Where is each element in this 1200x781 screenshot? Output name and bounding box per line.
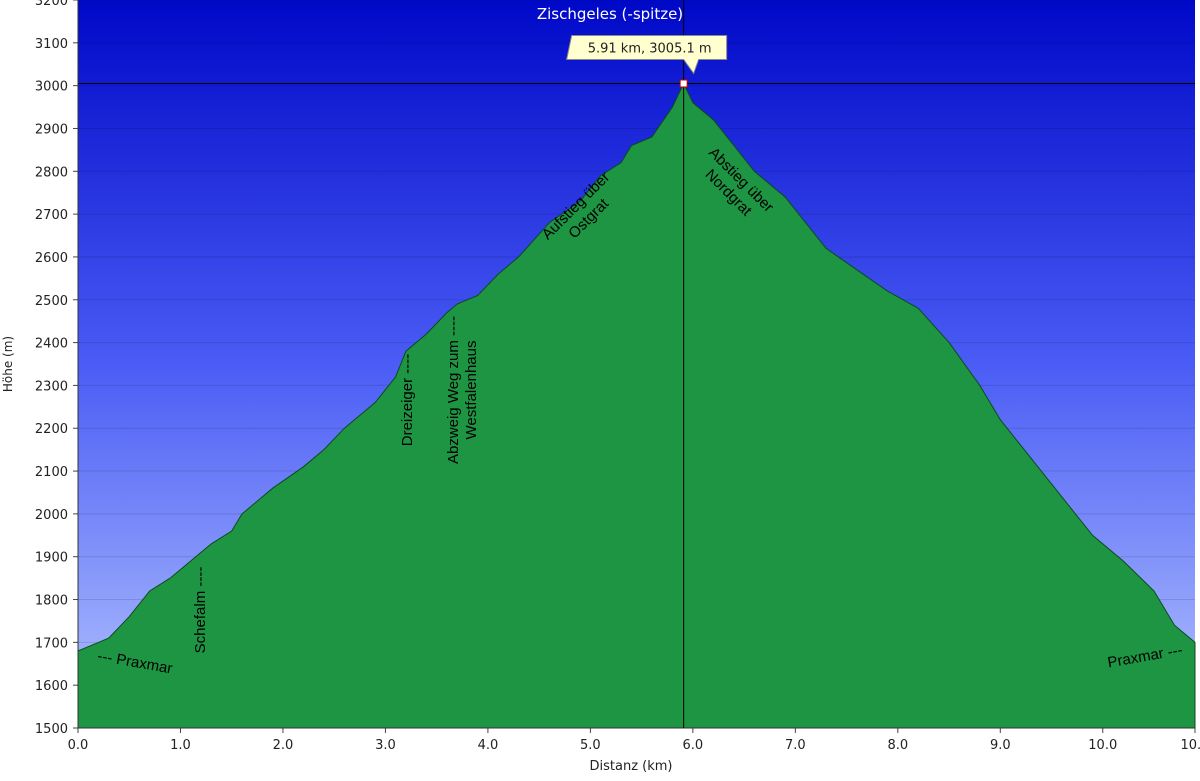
y-tick-label: 1600 — [35, 679, 68, 694]
y-tick-label: 2200 — [35, 422, 68, 437]
x-tick-label: 7.0 — [785, 738, 806, 753]
chart-title: Zischgeles (-spitze) — [537, 5, 683, 23]
x-tick-label: 10.0 — [1088, 738, 1117, 753]
x-tick-label: 4.0 — [478, 738, 499, 753]
y-tick-label: 2000 — [35, 508, 68, 523]
y-tick-label: 2900 — [35, 122, 68, 137]
x-tick-label: 0.0 — [68, 738, 89, 753]
annotation-text: Dreizeiger ---- — [399, 354, 416, 447]
y-tick-label: 3200 — [35, 0, 68, 9]
y-tick-label: 1700 — [35, 636, 68, 651]
x-tick-label: 10.9 — [1181, 738, 1200, 753]
x-tick-label: 5.0 — [580, 738, 601, 753]
x-tick-label: 9.0 — [990, 738, 1011, 753]
annotation-text: Schefalm ---- — [192, 567, 209, 654]
x-tick-label: 1.0 — [170, 738, 191, 753]
y-axis-label: Höhe (m) — [1, 336, 15, 392]
y-tick-label: 2800 — [35, 165, 68, 180]
annotation: Dreizeiger ---- — [399, 354, 416, 447]
tooltip-text: 5.91 km, 3005.1 m — [588, 41, 712, 56]
y-tick-label: 2500 — [35, 294, 68, 309]
cursor-marker — [679, 79, 688, 88]
annotation: Schefalm ---- — [192, 567, 209, 654]
x-tick-label: 8.0 — [887, 738, 908, 753]
x-tick-label: 6.0 — [683, 738, 704, 753]
y-tick-label: 1500 — [35, 722, 68, 737]
y-tick-label: 1800 — [35, 594, 68, 609]
y-tick-label: 2300 — [35, 379, 68, 394]
y-tick-label: 3000 — [35, 80, 68, 95]
y-tick-label: 2100 — [35, 465, 68, 480]
x-axis-label: Distanz (km) — [590, 759, 673, 774]
y-tick-label: 1900 — [35, 551, 68, 566]
annotation-text: Westfalenhaus — [463, 341, 480, 440]
elevation-area — [77, 82, 1196, 729]
y-tick-label: 2600 — [35, 251, 68, 266]
x-tick-label: 3.0 — [375, 738, 396, 753]
annotation-text: Abzweig Weg zum ---- — [445, 316, 462, 464]
annotation: Abzweig Weg zum ---- Westfalenhaus — [445, 316, 480, 464]
y-tick-label: 2400 — [35, 337, 68, 352]
tooltip-box — [566, 34, 728, 75]
y-tick-label: 3100 — [35, 37, 68, 52]
y-tick-label: 2700 — [35, 208, 68, 223]
x-tick-label: 2.0 — [273, 738, 294, 753]
